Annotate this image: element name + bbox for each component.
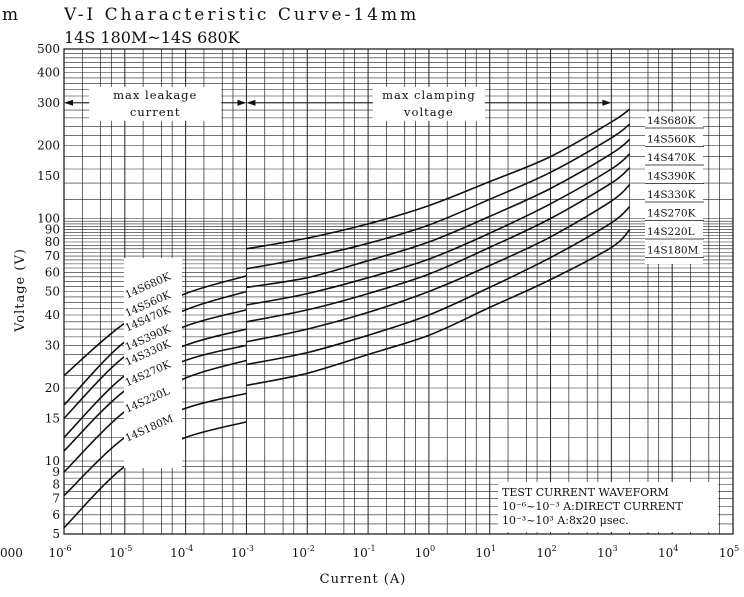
x-tick-label: 10-3 bbox=[231, 544, 254, 560]
y-axis-label: Voltage (V) bbox=[13, 248, 28, 333]
plot-frame bbox=[63, 48, 734, 535]
y-tick-label: 15 bbox=[45, 411, 60, 425]
max-clamping-arrow-right bbox=[602, 99, 612, 106]
x-tick-label: 101 bbox=[476, 544, 496, 560]
curve-clamping-14s680k bbox=[246, 108, 631, 250]
curve-clamping-14s560k bbox=[246, 123, 631, 270]
y-tick-label: 70 bbox=[45, 249, 60, 263]
test-note-box bbox=[498, 482, 718, 532]
left-edge-fragment: m bbox=[2, 5, 21, 25]
x-tick-label: 103 bbox=[597, 544, 617, 560]
y-tick-label: 150 bbox=[37, 169, 60, 183]
curve-clamping-14s220l bbox=[246, 205, 631, 366]
max-clamping-label-1: max clamping bbox=[382, 88, 476, 102]
y-tick-label: 40 bbox=[45, 308, 60, 322]
series-label-right-14s330k: 14S330K bbox=[647, 189, 696, 201]
max-clamping-arrow-left bbox=[246, 99, 256, 106]
x-tick-label: 10-2 bbox=[292, 544, 315, 560]
x-tick-label: 105 bbox=[719, 544, 739, 560]
x-axis-label: Current (A) bbox=[320, 572, 407, 587]
x-tick-label: 10-5 bbox=[109, 544, 132, 560]
curve-clamping-14s270k bbox=[246, 183, 631, 343]
series-label-right-14s470k: 14S470K bbox=[647, 152, 696, 164]
axis-ticks: 5004003002001501009080706050403020151098… bbox=[37, 42, 739, 560]
test-note-line-2: 10⁻⁶~10⁻³ A:DIRECT CURRENT bbox=[502, 500, 683, 513]
max-leakage-label-2: current bbox=[130, 105, 181, 119]
bottom-left-fragment: 000 bbox=[0, 546, 23, 560]
y-tick-label: 7 bbox=[52, 492, 60, 506]
y-tick-label: 9 bbox=[52, 465, 60, 479]
curve-clamping-14s330k bbox=[246, 167, 631, 323]
series-label-right-14s390k: 14S390K bbox=[647, 171, 696, 183]
max-leakage-arrow-left bbox=[64, 99, 73, 106]
x-tick-label: 10-1 bbox=[353, 544, 376, 560]
x-tick-label: 10-6 bbox=[48, 544, 71, 560]
series-label-right-14s680k: 14S680K bbox=[647, 115, 696, 127]
y-tick-label: 30 bbox=[45, 338, 60, 352]
max-clamping-label-2: voltage bbox=[403, 105, 454, 119]
x-tick-label: 100 bbox=[415, 544, 435, 560]
y-tick-label: 5 bbox=[52, 527, 60, 541]
y-tick-label: 200 bbox=[37, 139, 60, 153]
y-tick-label: 50 bbox=[45, 285, 60, 299]
y-tick-label: 100 bbox=[37, 212, 60, 226]
y-tick-label: 8 bbox=[52, 478, 60, 492]
curve-clamping-14s470k bbox=[246, 138, 631, 289]
curve-clamping-14s180m bbox=[246, 229, 631, 387]
y-tick-label: 60 bbox=[45, 265, 60, 279]
y-tick-label: 6 bbox=[52, 508, 60, 522]
x-tick-label: 10-4 bbox=[170, 544, 193, 560]
series-label-right-14s270k: 14S270K bbox=[647, 208, 696, 220]
max-leakage-box bbox=[89, 86, 222, 121]
y-tick-label: 90 bbox=[45, 223, 60, 237]
range-annotations: max leakage current max clamping voltage bbox=[64, 86, 612, 121]
y-tick-label: 80 bbox=[45, 235, 60, 249]
test-note-line-1: TEST CURRENT WAVEFORM bbox=[502, 486, 669, 499]
series-label-right-14s180m: 14S180M bbox=[647, 245, 699, 257]
max-leakage-label-1: max leakage bbox=[113, 88, 197, 102]
max-clamping-box bbox=[372, 86, 485, 121]
test-note-line-3: 10⁻³~10³ A:8x20 μsec. bbox=[502, 514, 629, 527]
left-label-panel bbox=[124, 258, 182, 468]
chart-title: V-I Characteristic Curve-14mm bbox=[63, 5, 419, 25]
series-label-right-14s560k: 14S560K bbox=[647, 134, 696, 146]
y-tick-label: 500 bbox=[37, 42, 60, 56]
y-tick-label: 300 bbox=[37, 96, 60, 110]
chart-subtitle: 14S 180M~14S 680K bbox=[64, 28, 241, 47]
max-leakage-arrow-right bbox=[237, 99, 247, 106]
y-tick-label: 10 bbox=[45, 454, 60, 468]
series-label-right-14s220l: 14S220L bbox=[647, 226, 695, 238]
curve-clamping-14s390k bbox=[246, 153, 631, 306]
y-tick-label: 20 bbox=[45, 381, 60, 395]
x-tick-label: 102 bbox=[536, 544, 556, 560]
y-tick-label: 400 bbox=[37, 66, 60, 80]
series-labels: 14S680K14S680K14S560K14S560K14S470K14S47… bbox=[123, 112, 704, 468]
x-tick-label: 104 bbox=[658, 544, 678, 560]
